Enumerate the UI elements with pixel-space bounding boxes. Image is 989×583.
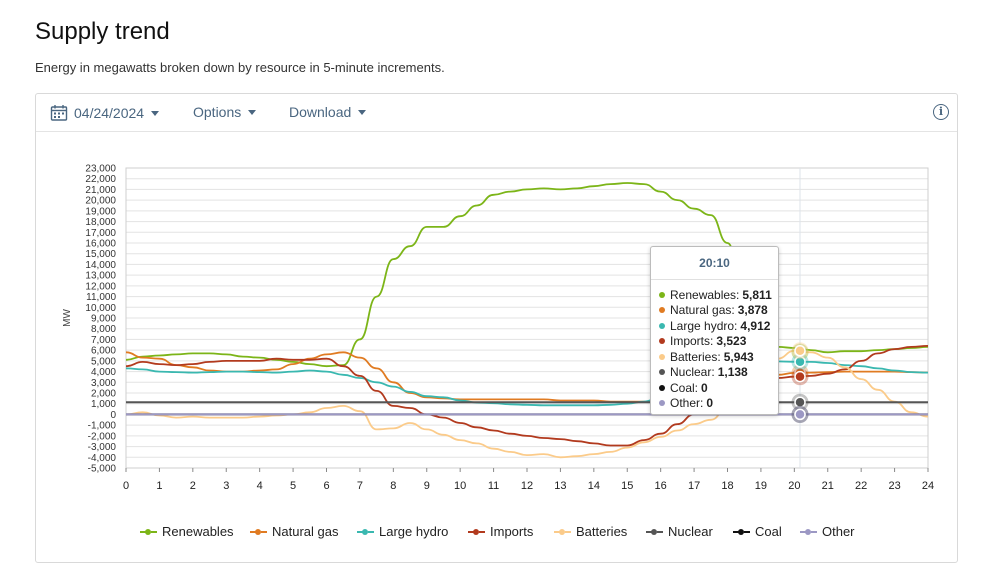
tooltip-value: 0 <box>701 380 708 395</box>
chevron-down-icon <box>358 109 367 115</box>
tooltip-row-nuclear: Nuclear: 1,138 <box>651 365 778 381</box>
tooltip-label: Large hydro: <box>670 318 738 333</box>
chart-toolbar: 04/24/2024 Options Download i <box>36 94 957 132</box>
tooltip-dot <box>659 369 665 376</box>
legend-swatch <box>554 527 571 537</box>
legend-label: Batteries <box>576 524 628 539</box>
tooltip-label: Batteries: <box>670 349 721 364</box>
legend-label: Natural gas <box>272 524 339 539</box>
tooltip-value: 4,912 <box>740 318 771 333</box>
legend-swatch <box>733 527 750 537</box>
tooltip-dot <box>659 384 665 391</box>
chart-tooltip: 20:10 Renewables: 5,811 Natural gas: 3,878 L… <box>650 246 779 415</box>
legend-label: Imports <box>490 524 534 539</box>
info-icon[interactable]: i <box>933 104 949 120</box>
tooltip-value: 5,811 <box>742 287 772 302</box>
legend-swatch <box>250 527 267 537</box>
legend-label: Large hydro <box>379 524 449 539</box>
legend-label: Nuclear <box>668 524 713 539</box>
tooltip-dot <box>659 338 665 345</box>
legend-item-imports[interactable]: Imports <box>468 524 533 539</box>
chevron-down-icon <box>248 109 257 115</box>
page-subtitle: Energy in megawatts broken down by resou… <box>35 60 445 75</box>
legend-label: Coal <box>755 524 782 539</box>
tooltip-dot <box>659 353 665 360</box>
legend-item-large-hydro[interactable]: Large hydro <box>357 524 448 539</box>
page-title: Supply trend <box>35 18 170 45</box>
tooltip-label: Coal: <box>670 380 699 395</box>
legend-label: Renewables <box>162 524 234 539</box>
legend-item-other[interactable]: Other <box>800 524 855 539</box>
tooltip-dot <box>659 322 665 329</box>
legend-item-natural-gas[interactable]: Natural gas <box>250 524 338 539</box>
tooltip-value: 5,943 <box>723 349 754 364</box>
options-label: Options <box>193 104 242 120</box>
tooltip-row-coal: Coal: 0 <box>651 380 778 396</box>
tooltip-row-imports: Imports: 3,523 <box>651 334 778 350</box>
date-label: 04/24/2024 <box>74 105 145 121</box>
options-dropdown[interactable]: Options <box>193 104 257 120</box>
calendar-icon <box>50 105 68 121</box>
tooltip-label: Imports: <box>670 334 714 349</box>
date-picker[interactable]: 04/24/2024 <box>50 104 160 122</box>
legend-item-renewables[interactable]: Renewables <box>140 524 234 539</box>
tooltip-label: Nuclear: <box>670 365 715 380</box>
tooltip-value: 3,523 <box>716 334 747 349</box>
chevron-down-icon <box>151 110 160 116</box>
tooltip-row-large-hydro: Large hydro: 4,912 <box>651 318 778 334</box>
tooltip-label: Renewables: <box>670 287 740 302</box>
chart-card: 04/24/2024 Options Download i <box>35 93 958 563</box>
legend-swatch <box>468 527 485 537</box>
tooltip-label: Natural gas: <box>670 303 735 318</box>
legend-swatch <box>800 527 817 537</box>
download-dropdown[interactable]: Download <box>289 104 367 120</box>
tooltip-label: Other: <box>670 396 704 411</box>
legend-swatch <box>357 527 374 537</box>
tooltip-value: 0 <box>706 396 714 411</box>
tooltip-row-renewables: Renewables: 5,811 <box>651 287 778 303</box>
chart-legend: Renewables Natural gas Large hydro Imports B… <box>0 524 989 544</box>
legend-item-batteries[interactable]: Batteries <box>554 524 627 539</box>
legend-swatch <box>646 527 663 537</box>
tooltip-time: 20:10 <box>699 256 730 270</box>
download-label: Download <box>289 104 352 120</box>
tooltip-dot <box>659 400 665 407</box>
legend-label: Other <box>822 524 855 539</box>
legend-item-coal[interactable]: Coal <box>733 524 782 539</box>
tooltip-dot <box>659 307 665 314</box>
tooltip-row-natural-gas: Natural gas: 3,878 <box>651 303 778 319</box>
tooltip-dot <box>659 291 665 298</box>
tooltip-value: 3,878 <box>737 303 768 318</box>
legend-swatch <box>140 527 157 537</box>
tooltip-value: 1,138 <box>717 365 748 380</box>
tooltip-row-batteries: Batteries: 5,943 <box>651 349 778 365</box>
tooltip-row-other: Other: 0 <box>651 396 778 412</box>
legend-item-nuclear[interactable]: Nuclear <box>646 524 713 539</box>
